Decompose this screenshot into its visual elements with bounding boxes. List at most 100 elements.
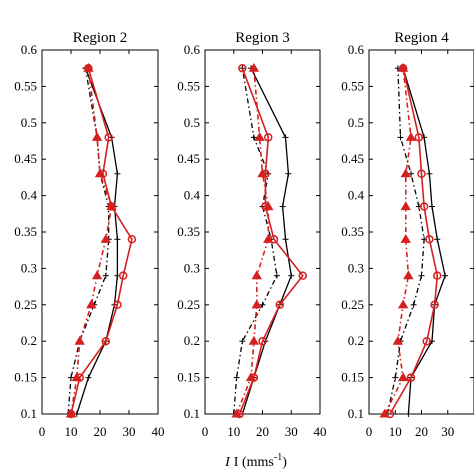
y-tick-label: 0.15 — [177, 370, 200, 385]
x-tick-label: 20 — [256, 424, 269, 439]
panel-region-3: 0.1 0.15 0.2 0.25 0.3 0.35 0.4 0.45 0.5 0.55 0.6 0 1… — [177, 30, 326, 439]
y-tick-label: 0.55 — [341, 78, 364, 93]
y-tick-label: 0.15 — [341, 370, 364, 385]
series-black-dashdot — [230, 65, 280, 417]
data-point — [279, 203, 286, 210]
data-point — [85, 374, 92, 381]
data-point — [400, 233, 411, 243]
data-point — [114, 236, 121, 243]
data-point — [397, 372, 409, 382]
data-point — [74, 335, 85, 345]
series-line — [389, 68, 439, 415]
y-tick-label: 0.25 — [341, 297, 364, 312]
plot-frame — [41, 49, 159, 415]
y-tick-label: 0.35 — [177, 224, 200, 239]
y-tick-label: 0.45 — [341, 151, 364, 166]
data-point — [408, 170, 414, 177]
data-point — [282, 134, 289, 141]
data-point — [397, 299, 409, 309]
plot-frame — [204, 49, 321, 415]
data-point — [397, 134, 404, 141]
x-tick-label: 30 — [123, 424, 136, 439]
data-point — [433, 271, 442, 280]
data-point — [285, 170, 292, 177]
series-line — [386, 68, 425, 415]
data-point — [254, 132, 265, 141]
x-tick-label: 10 — [389, 424, 402, 439]
series-line — [70, 68, 113, 415]
data-point — [397, 62, 409, 72]
y-tick-label: 0.15 — [14, 370, 37, 385]
y-tick-label: 0.55 — [14, 78, 37, 93]
y-tick-label: 0.45 — [14, 151, 37, 166]
panel-region-2: 0.1 0.15 0.2 0.25 0.3 0.35 0.4 0.45 0.5 0.55 0.6 0 1… — [14, 30, 164, 439]
y-tick-label: 0.1 — [21, 406, 37, 421]
data-point — [106, 201, 117, 211]
data-point — [263, 233, 274, 243]
panel-region-4: 0.1 0.15 0.2 0.25 0.3 0.35 0.4 0.45 0.5 0.55 0.6 0 1… — [341, 30, 474, 439]
x-tick-label: 0 — [202, 424, 209, 439]
data-point — [91, 132, 103, 141]
y-tick-label: 0.6 — [184, 42, 201, 57]
data-point — [392, 374, 399, 381]
y-tick-label: 0.35 — [341, 224, 364, 239]
data-point — [233, 374, 240, 381]
y-tick-label: 0.2 — [348, 333, 364, 348]
data-point — [251, 270, 262, 280]
data-point — [422, 336, 431, 346]
y-tick-label: 0.4 — [184, 188, 201, 203]
data-point — [71, 372, 82, 382]
data-point — [379, 408, 390, 418]
data-point — [248, 335, 260, 345]
data-point — [258, 336, 267, 346]
data-point — [263, 201, 274, 211]
y-tick-label: 0.5 — [348, 115, 364, 130]
series-line — [235, 68, 270, 415]
data-point — [65, 408, 77, 418]
data-point — [400, 168, 411, 178]
panel-title: Region 3 — [235, 30, 290, 46]
series-red-dashdot — [379, 62, 417, 418]
x-tick-label: 20 — [415, 424, 428, 439]
series-line — [76, 67, 119, 415]
data-point — [113, 300, 122, 310]
y-tick-label: 0.5 — [184, 115, 200, 130]
y-tick-label: 0.2 — [184, 333, 200, 348]
chart-panels: 0.1 0.15 0.2 0.25 0.3 0.35 0.4 0.45 0.5 0.55 0.6 0 1… — [14, 30, 474, 439]
y-tick-label: 0.6 — [348, 42, 365, 57]
data-point — [127, 235, 137, 244]
data-point — [430, 300, 439, 310]
data-point — [417, 169, 426, 179]
data-point — [248, 62, 260, 72]
data-point — [418, 272, 425, 279]
data-point — [114, 170, 121, 177]
y-tick-label: 0.5 — [21, 115, 37, 130]
x-tick-label: 20 — [94, 424, 107, 439]
data-point — [429, 203, 435, 210]
data-point — [419, 202, 429, 211]
series-red-solid — [66, 63, 137, 419]
y-tick-label: 0.25 — [177, 297, 200, 312]
data-point — [298, 271, 307, 280]
data-point — [405, 132, 417, 141]
x-tick-label: 0 — [366, 424, 373, 439]
y-tick-label: 0.4 — [21, 188, 38, 203]
y-tick-label: 0.55 — [177, 78, 200, 93]
data-point — [400, 201, 411, 211]
y-tick-label: 0.3 — [21, 260, 37, 275]
series-black-solid — [73, 65, 121, 417]
data-point — [231, 408, 242, 418]
data-point — [257, 168, 268, 178]
data-point — [442, 272, 449, 279]
x-tick-label: 10 — [65, 424, 78, 439]
x-tick-label: 40 — [314, 424, 327, 439]
x-tick-label: 30 — [441, 424, 454, 439]
data-point — [264, 133, 273, 142]
series-line — [238, 67, 304, 415]
data-point — [100, 233, 111, 243]
data-point — [101, 336, 111, 346]
y-tick-label: 0.6 — [21, 42, 38, 57]
data-point — [405, 411, 412, 417]
